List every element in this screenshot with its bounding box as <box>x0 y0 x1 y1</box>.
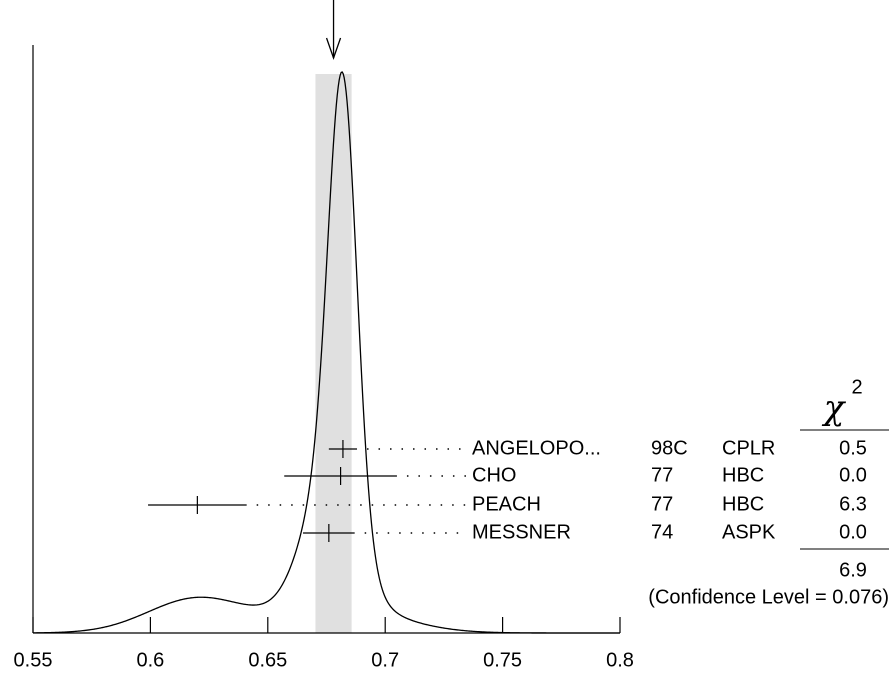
confidence-level: (Confidence Level = 0.076) <box>648 586 889 608</box>
x-tick-label: 0.7 <box>371 649 399 671</box>
chi2-total: 6.9 <box>839 559 867 581</box>
x-tick-label: 0.65 <box>248 649 287 671</box>
measurement-technique: HBC <box>722 464 764 486</box>
chi2-value: 0.5 <box>839 437 867 459</box>
x-tick-label: 0.55 <box>14 649 53 671</box>
measurement-year: 98C <box>651 437 688 459</box>
x-tick-label: 0.75 <box>483 649 522 671</box>
measurement-year: 74 <box>651 521 673 543</box>
chi2-value: 6.3 <box>839 493 867 515</box>
measurement-technique: ASPK <box>722 521 776 543</box>
chi2-symbol: χ <box>822 388 847 428</box>
measurement-name: CHO <box>472 464 516 486</box>
measurement-technique: CPLR <box>722 437 775 459</box>
average-arrowhead <box>325 37 342 60</box>
measurement-technique: HBC <box>722 493 764 515</box>
ideogram-curve <box>32 71 620 634</box>
chi2-value: 0.0 <box>839 464 867 486</box>
measurement-year: 77 <box>651 493 673 515</box>
measurement-year: 77 <box>651 464 673 486</box>
chi2-value: 0.0 <box>839 521 867 543</box>
measurement-name: PEACH <box>472 493 541 515</box>
x-tick-label: 0.6 <box>136 649 164 671</box>
x-tick-label: 0.8 <box>606 649 634 671</box>
measurement-name: MESSNER <box>472 521 571 543</box>
chi2-superscript: 2 <box>851 376 862 398</box>
measurement-name: ANGELOPO... <box>472 437 601 459</box>
